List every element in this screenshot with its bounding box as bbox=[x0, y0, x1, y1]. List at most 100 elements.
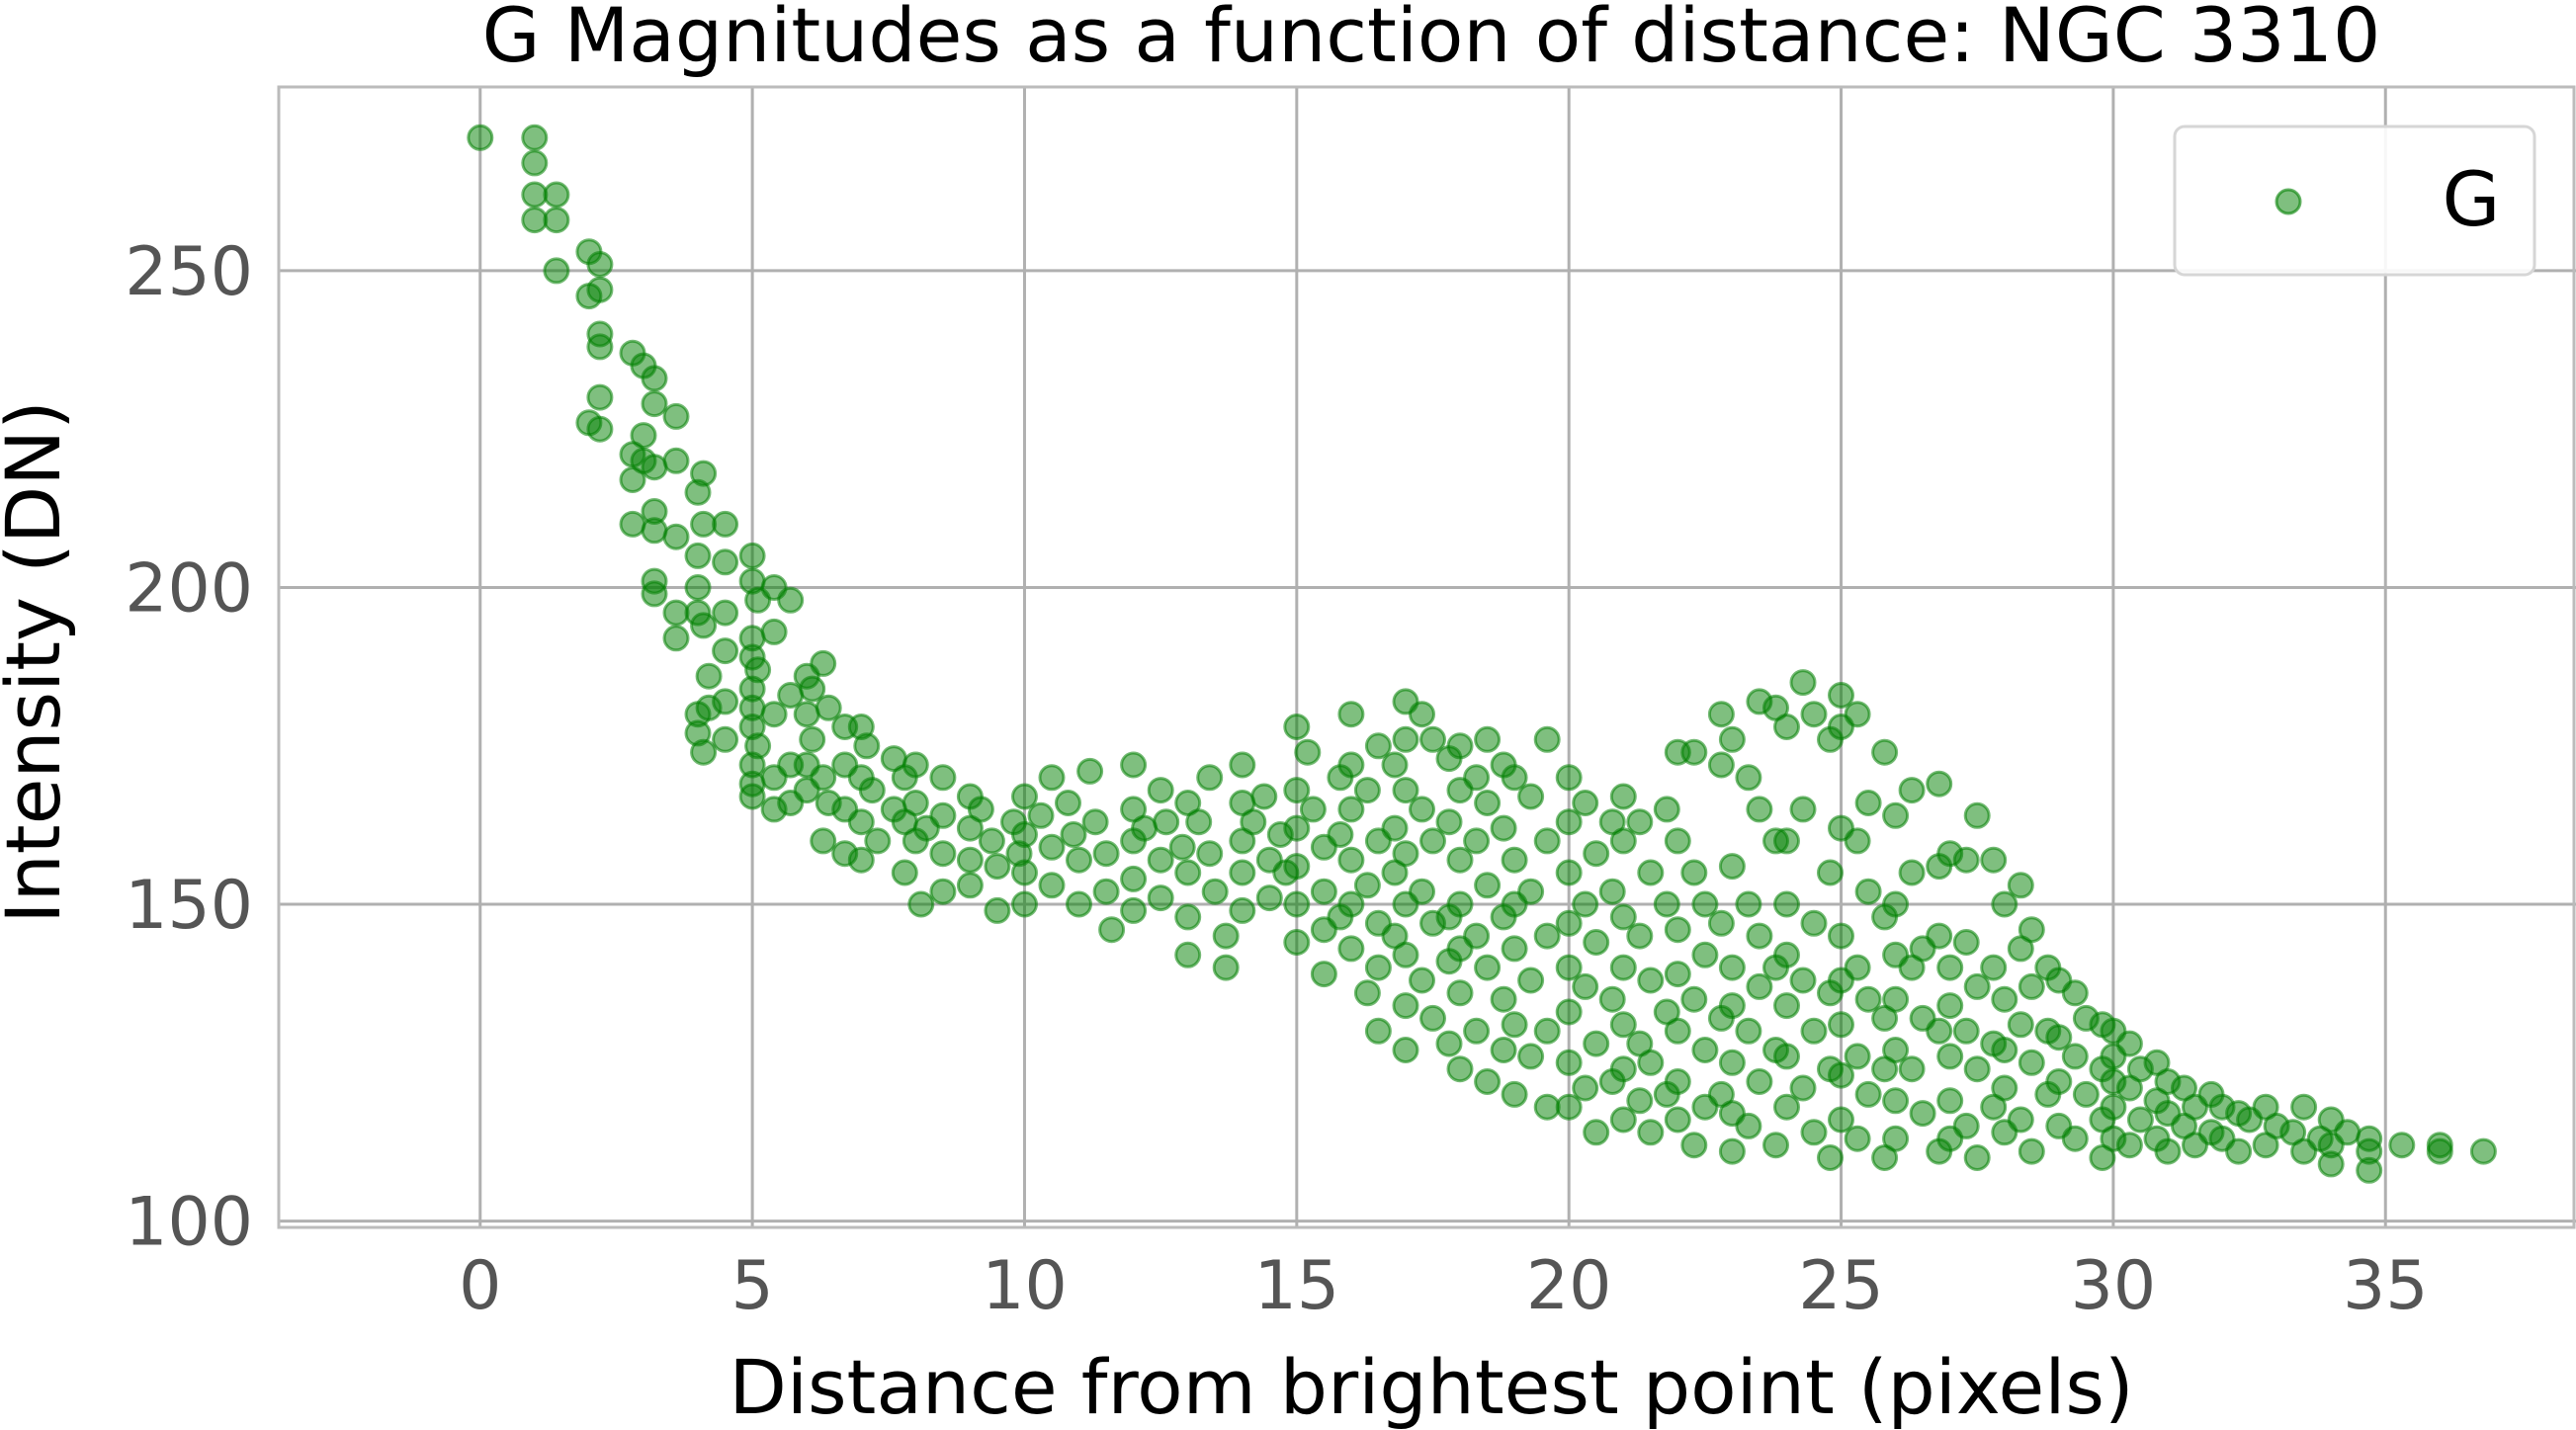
data-point bbox=[1076, 757, 1104, 785]
data-point bbox=[810, 764, 837, 792]
data-point bbox=[1800, 1119, 1828, 1146]
data-point bbox=[1664, 916, 1691, 944]
data-point bbox=[1664, 1106, 1691, 1134]
data-point bbox=[1583, 1119, 1610, 1146]
data-point bbox=[1598, 878, 1626, 905]
data-point bbox=[1474, 954, 1502, 981]
data-point bbox=[521, 181, 549, 209]
data-point bbox=[1718, 1137, 1746, 1165]
data-point bbox=[1490, 1037, 1517, 1063]
data-point bbox=[1746, 972, 1773, 1000]
data-point bbox=[2100, 1093, 2127, 1121]
data-point bbox=[1419, 827, 1446, 855]
data-point bbox=[2225, 1137, 2253, 1165]
data-point bbox=[1517, 878, 1545, 905]
data-point bbox=[1517, 1043, 1545, 1070]
data-point bbox=[543, 257, 570, 285]
data-point bbox=[1854, 878, 1882, 905]
data-point bbox=[1501, 846, 1528, 874]
data-point bbox=[586, 251, 614, 278]
data-point bbox=[1844, 701, 1871, 728]
data-point bbox=[847, 808, 875, 836]
data-point bbox=[1828, 1011, 1854, 1039]
data-point bbox=[1463, 827, 1491, 855]
data-point bbox=[1055, 790, 1081, 816]
data-point bbox=[1501, 1080, 1528, 1108]
data-point bbox=[1583, 840, 1610, 868]
data-point bbox=[1637, 859, 1665, 886]
data-point bbox=[1229, 751, 1256, 779]
data-point bbox=[967, 796, 994, 823]
data-point bbox=[1120, 896, 1148, 924]
data-point bbox=[1800, 701, 1828, 728]
data-point bbox=[2334, 1119, 2361, 1146]
data-point bbox=[1066, 846, 1092, 874]
data-point bbox=[760, 701, 788, 728]
data-point bbox=[641, 454, 668, 481]
data-point bbox=[1609, 903, 1637, 931]
data-point bbox=[1337, 751, 1365, 779]
data-point bbox=[1936, 1043, 1964, 1070]
data-point bbox=[1392, 1037, 1419, 1063]
x-tick-labels: 0 5 10 15 20 25 30 35 bbox=[459, 1247, 2428, 1325]
data-point bbox=[1474, 872, 1502, 899]
data-point bbox=[1501, 764, 1528, 792]
data-point bbox=[1828, 682, 1854, 709]
data-point bbox=[760, 618, 788, 645]
data-point bbox=[1196, 840, 1224, 868]
data-point bbox=[1789, 796, 1817, 823]
data-point bbox=[1419, 725, 1446, 753]
data-point bbox=[1435, 808, 1463, 836]
data-point bbox=[1926, 770, 1953, 798]
data-point bbox=[2290, 1093, 2318, 1121]
data-point bbox=[684, 542, 712, 569]
data-point bbox=[1572, 790, 1599, 816]
y-tick-label: 100 bbox=[125, 1184, 253, 1262]
data-point bbox=[1353, 872, 1381, 899]
data-point bbox=[1066, 890, 1092, 918]
data-point bbox=[984, 896, 1011, 924]
data-point bbox=[1555, 808, 1583, 836]
data-point bbox=[1789, 669, 1817, 697]
data-point bbox=[521, 149, 549, 177]
data-point bbox=[1392, 725, 1419, 753]
data-point bbox=[1609, 827, 1637, 855]
data-point bbox=[853, 732, 881, 760]
data-point bbox=[1299, 796, 1327, 823]
data-point bbox=[1392, 941, 1419, 968]
data-point bbox=[1609, 783, 1637, 810]
data-point bbox=[929, 878, 957, 905]
data-point bbox=[2061, 1125, 2089, 1152]
data-point bbox=[1871, 738, 1899, 766]
data-point bbox=[1533, 827, 1561, 855]
data-point bbox=[799, 675, 826, 703]
data-point bbox=[1882, 985, 1910, 1013]
data-point bbox=[891, 859, 918, 886]
data-point bbox=[2007, 1106, 2034, 1134]
data-point bbox=[1310, 878, 1337, 905]
data-point bbox=[712, 725, 739, 753]
data-point bbox=[1637, 967, 1665, 994]
data-point bbox=[1283, 714, 1311, 740]
data-point bbox=[1196, 764, 1224, 792]
x-tick-label: 0 bbox=[459, 1247, 501, 1325]
data-point bbox=[1963, 1144, 1991, 1171]
data-point bbox=[543, 207, 570, 234]
data-point bbox=[690, 738, 718, 766]
data-point bbox=[1474, 790, 1502, 816]
data-point bbox=[2115, 1132, 2143, 1159]
data-point bbox=[1980, 846, 2008, 874]
data-point bbox=[2061, 979, 2089, 1007]
data-point bbox=[1283, 853, 1311, 881]
data-point bbox=[690, 510, 718, 538]
data-point bbox=[2007, 1011, 2034, 1039]
data-point bbox=[1555, 998, 1583, 1026]
data-point bbox=[1174, 859, 1202, 886]
data-point bbox=[1854, 1080, 1882, 1108]
data-point bbox=[1991, 1037, 2018, 1063]
data-point bbox=[1463, 922, 1491, 950]
data-point bbox=[1882, 1037, 1910, 1063]
data-point bbox=[630, 422, 657, 450]
data-point bbox=[1364, 1017, 1392, 1045]
